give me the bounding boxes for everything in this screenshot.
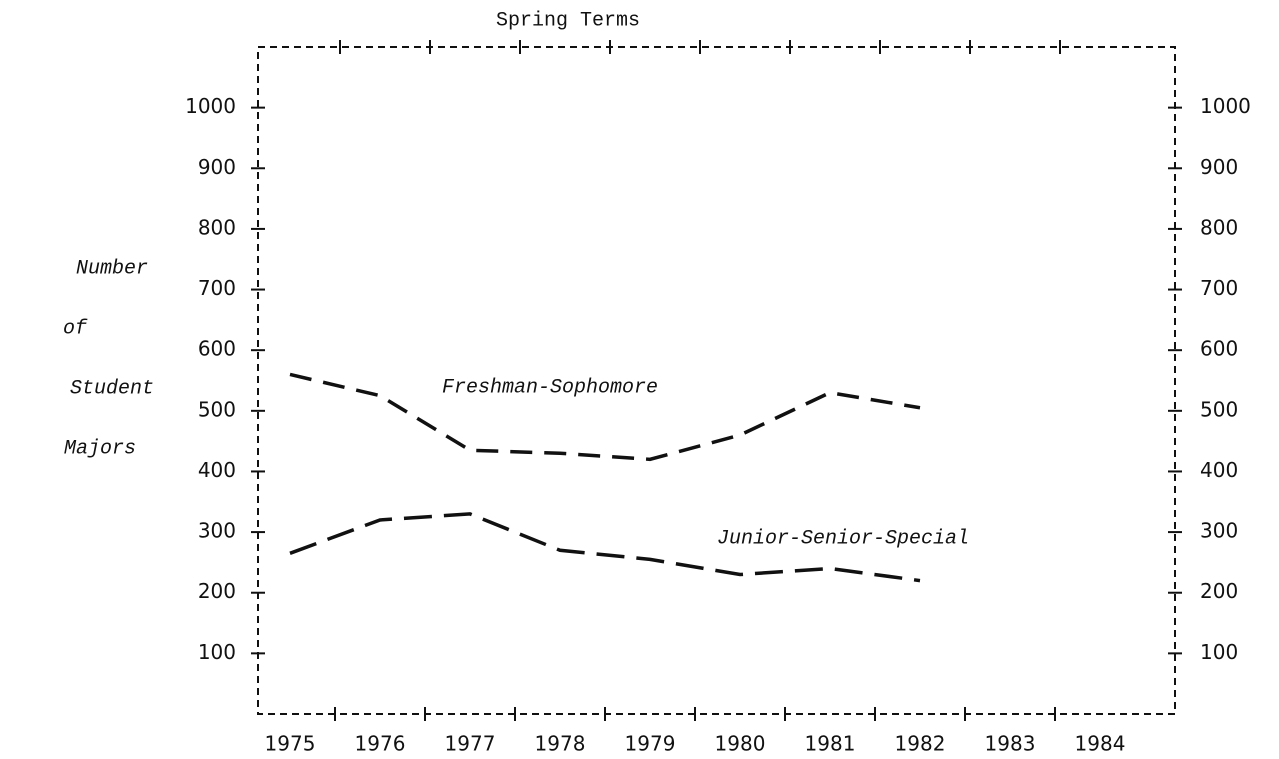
y-tick-label-right: 600 (1200, 337, 1238, 361)
y-tick-label: 300 (198, 519, 236, 543)
y-tick-label-right: 200 (1200, 579, 1238, 603)
y-axis-label: Student (70, 377, 154, 400)
y-axis-label: Majors (64, 437, 136, 460)
y-tick-label-right: 900 (1200, 155, 1238, 179)
y-tick-label-right: 100 (1200, 640, 1238, 664)
y-tick-label: 200 (198, 579, 236, 603)
series-line (289, 512, 921, 583)
plot-frame (257, 46, 1176, 715)
x-tick-label: 1977 (445, 732, 496, 756)
y-tick-label-right: 300 (1200, 519, 1238, 543)
y-tick-label: 500 (198, 397, 236, 421)
x-tick-label: 1982 (895, 732, 946, 756)
series-label: Junior-Senior-Special (717, 527, 969, 550)
y-tick-label-right: 700 (1200, 276, 1238, 300)
y-tick-label: 600 (198, 337, 236, 361)
y-tick-label: 100 (198, 640, 236, 664)
x-tick-label: 1975 (265, 732, 316, 756)
x-tick-label: 1979 (625, 732, 676, 756)
x-tick-label: 1984 (1075, 732, 1126, 756)
y-tick-label: 400 (198, 458, 236, 482)
y-tick-label: 900 (198, 155, 236, 179)
y-tick-label: 700 (198, 276, 236, 300)
y-tick-label-right: 1000 (1200, 94, 1251, 118)
y-tick-label-right: 800 (1200, 215, 1238, 239)
chart-title: Spring Terms (496, 9, 640, 32)
x-tick-label: 1978 (535, 732, 586, 756)
y-axis-label: of (63, 317, 88, 340)
x-tick-label: 1980 (715, 732, 766, 756)
y-tick-label-right: 500 (1200, 397, 1238, 421)
x-tick-label: 1983 (985, 732, 1036, 756)
y-tick-label-right: 400 (1200, 458, 1238, 482)
y-tick-label: 800 (198, 215, 236, 239)
x-tick-label: 1976 (355, 732, 406, 756)
y-axis-label: Number (76, 257, 148, 280)
series-line (289, 372, 921, 462)
y-tick-label: 1000 (185, 94, 236, 118)
series-label: Freshman-Sophomore (442, 376, 658, 399)
x-tick-label: 1981 (805, 732, 856, 756)
